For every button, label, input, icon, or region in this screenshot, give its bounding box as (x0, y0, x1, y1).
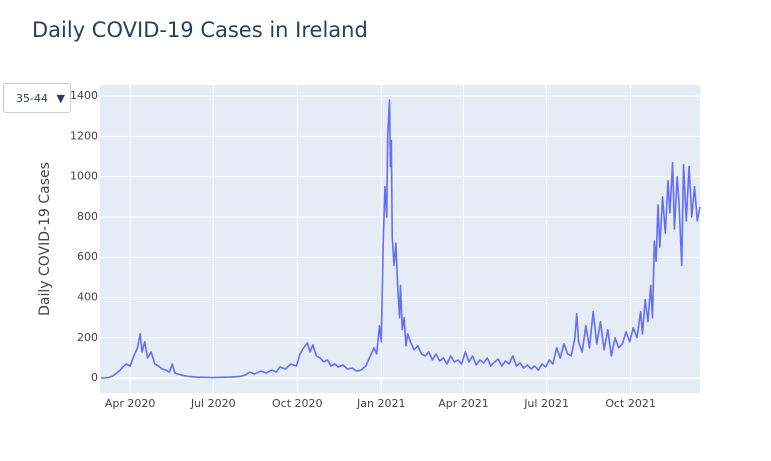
x-tick-label: Jan 2021 (356, 397, 405, 410)
y-tick-label: 800 (77, 210, 98, 223)
x-tick-label: Oct 2020 (272, 397, 323, 410)
dropdown-value: 35-44 (16, 92, 48, 105)
y-tick-label: 1000 (70, 170, 98, 183)
x-tick-label: Oct 2021 (605, 397, 656, 410)
y-tick-label: 400 (77, 291, 98, 304)
y-axis-label: Daily COVID-19 Cases (37, 162, 53, 316)
y-tick-label: 1200 (70, 129, 98, 142)
age-group-dropdown[interactable]: 35-44 ▼ (3, 83, 71, 113)
x-tick-label: Jul 2020 (190, 397, 236, 410)
chart-title: Daily COVID-19 Cases in Ireland (32, 18, 368, 42)
data-line (100, 99, 701, 379)
x-tick-label: Jul 2021 (523, 397, 569, 410)
x-tick-label: Apr 2021 (438, 397, 489, 410)
dropdown-arrow: ▼ (56, 92, 65, 105)
y-tick-label: 200 (77, 331, 98, 344)
y-tick-label: 0 (91, 371, 98, 384)
x-tick-label: Apr 2020 (105, 397, 156, 410)
y-tick-label: 1400 (70, 89, 98, 102)
y-tick-label: 600 (77, 250, 98, 263)
